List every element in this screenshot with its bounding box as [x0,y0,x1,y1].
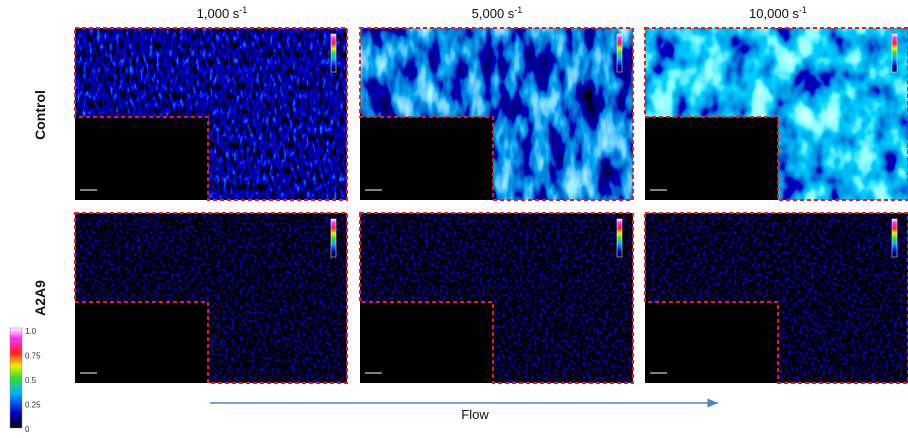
inset-colorbar [331,219,336,257]
column-header: 10,000 s-1 [749,5,807,21]
inset-colorbar [617,219,622,257]
channel-block [75,302,208,383]
channel-block [75,117,208,200]
colorbar-tick-label: 0.5 [25,376,37,385]
channel-block [645,117,778,200]
header-text: 5,000 s [472,6,515,21]
channel-block [360,302,493,383]
panel [645,213,908,383]
channel-block [645,302,778,383]
colorbar-tick-label: 0.75 [25,352,41,361]
header-text: 1,000 s [197,6,240,21]
header-exponent: -1 [799,5,807,15]
panel [360,28,633,200]
figure: 1,000 s-15,000 s-110,000 s-1 Control A2A… [0,0,908,438]
panel [75,213,347,383]
row-label: A2A9 [32,280,48,316]
column-header: 1,000 s-1 [197,5,248,21]
inset-colorbar [892,219,897,257]
colorbar-ticks: 1.0 0.75 0.5 0.25 0 [25,327,41,434]
header-exponent: -1 [514,5,522,15]
header-text: 10,000 s [749,6,799,21]
channel-block [360,117,493,200]
inset-colorbar [331,34,336,72]
panels [75,28,908,383]
flow-label: Flow [461,407,489,422]
colorbar-tick-label: 1.0 [25,327,37,336]
panel [645,28,908,200]
inset-colorbar [617,34,622,72]
row-label: Control [32,90,48,140]
inset-colorbar [892,34,897,72]
header-exponent: -1 [239,5,247,15]
colorbar-tick-label: 0 [25,425,30,434]
column-header: 5,000 s-1 [472,5,523,21]
colorbar-tick-label: 0.25 [25,401,41,410]
colorbar [10,328,22,428]
panel [360,213,633,383]
panel [75,28,347,200]
